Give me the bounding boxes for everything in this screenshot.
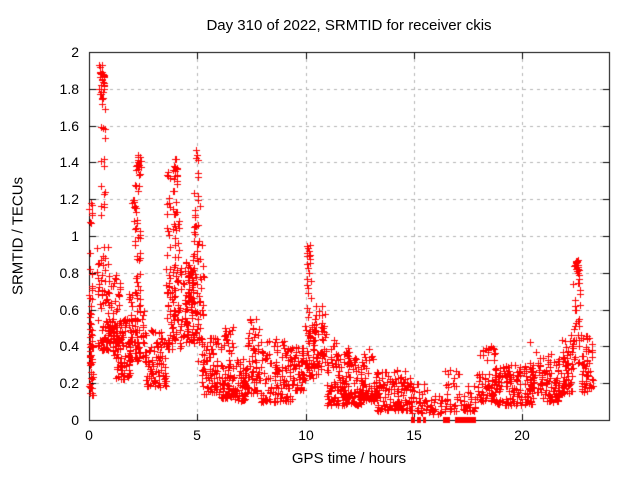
y-tick-label: 0.2 <box>59 375 79 391</box>
y-tick-label: 0.8 <box>59 265 79 281</box>
y-tick-label: 1 <box>71 228 79 244</box>
y-tick-label: 1.4 <box>59 154 79 170</box>
y-tick-label: 0.6 <box>59 302 79 318</box>
y-tick-label: 0.4 <box>59 338 79 354</box>
x-tick-label: 15 <box>406 427 422 443</box>
x-axis-label: GPS time / hours <box>291 450 407 467</box>
x-tick-label: 20 <box>514 427 530 443</box>
x-tick-label: 0 <box>85 427 93 443</box>
x-tick-label: 5 <box>193 427 201 443</box>
y-tick-label: 0 <box>71 412 79 428</box>
chart-title: Day 310 of 2022, SRMTID for receiver cki… <box>206 17 492 34</box>
x-tick-label: 10 <box>298 427 314 443</box>
y-tick-label: 1.2 <box>59 191 79 207</box>
y-tick-label: 1.8 <box>59 81 79 97</box>
y-tick-label: 1.6 <box>59 118 79 134</box>
y-tick-label: 2 <box>71 44 79 60</box>
